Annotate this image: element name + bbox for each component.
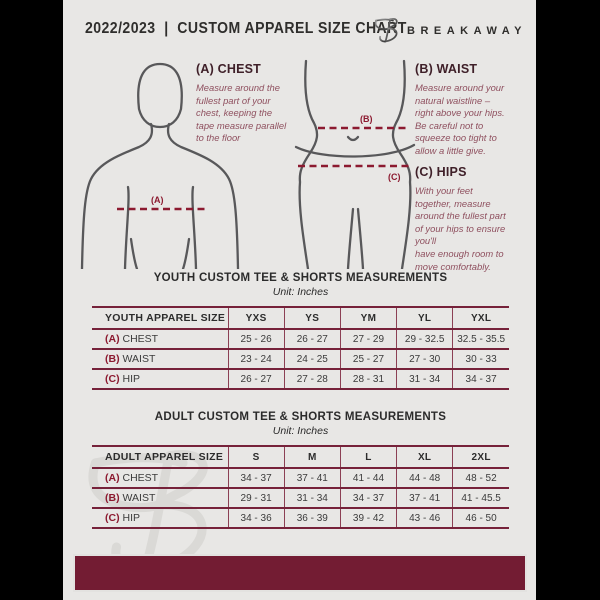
- adult-header-row: ADULT APPAREL SIZE S M L XL 2XL: [92, 445, 509, 468]
- row-label: CHEST: [122, 333, 159, 345]
- cell: 46 - 50: [452, 507, 509, 529]
- row-key: (A): [105, 333, 120, 345]
- cell: 36 - 39: [283, 507, 341, 529]
- cell: 23 - 24: [227, 348, 285, 369]
- cell: 27 - 28: [283, 368, 341, 390]
- adult-col-xl: XL: [396, 445, 453, 468]
- cell: 48 - 52: [452, 467, 509, 488]
- adult-table-unit: Unit: Inches: [272, 425, 329, 437]
- youth-col-yxl: YXL: [452, 306, 509, 329]
- table-row: (B) WAIST 29 - 31 31 - 34 34 - 37 37 - 4…: [92, 487, 509, 508]
- cell: 34 - 36: [227, 507, 285, 529]
- hips-figure-illustration: (B) (C): [294, 59, 416, 269]
- table-row: (A) CHEST 34 - 37 37 - 41 41 - 44 44 - 4…: [92, 467, 509, 488]
- hips-marker-label: (C): [388, 172, 401, 182]
- row-key: (C): [105, 512, 120, 524]
- cell: 32.5 - 35.5: [452, 328, 509, 349]
- youth-table-unit: Unit: Inches: [272, 286, 329, 298]
- chest-guide-text: Measure around the fullest part of your …: [196, 82, 287, 144]
- cell: 30 - 33: [452, 348, 509, 369]
- cell: 34 - 37: [227, 467, 285, 488]
- adult-col-2xl: 2XL: [452, 445, 509, 468]
- adult-table-title: ADULT CUSTOM TEE & SHORTS MEASUREMENTS: [154, 411, 447, 423]
- youth-col-yxs: YXS: [227, 306, 285, 329]
- table-row: (C) HIP 26 - 27 27 - 28 28 - 31 31 - 34 …: [92, 368, 509, 390]
- hips-guide-heading: (C) HIPS: [415, 165, 467, 179]
- youth-table-title: YOUTH CUSTOM TEE & SHORTS MEASUREMENTS: [153, 272, 448, 284]
- row-key: (C): [105, 373, 120, 385]
- torso-figure-illustration: (A): [80, 62, 240, 269]
- table-row: (B) WAIST 23 - 24 24 - 25 25 - 27 27 - 3…: [92, 348, 509, 369]
- cell: 37 - 41: [283, 467, 341, 488]
- size-chart-page: 2022/2023 | CUSTOM APPAREL SIZE CHART BR…: [63, 0, 536, 600]
- hips-guide-text: With your feet together, measure around …: [415, 185, 506, 272]
- youth-col-ym: YM: [339, 306, 397, 329]
- adult-size-column-header: ADULT APPAREL SIZE: [92, 445, 228, 468]
- youth-size-column-header: YOUTH APPAREL SIZE: [92, 306, 228, 329]
- row-label: CHEST: [122, 472, 159, 484]
- cell: 25 - 27: [339, 348, 397, 369]
- adult-col-m: M: [283, 445, 341, 468]
- cell: 27 - 30: [396, 348, 453, 369]
- waist-guide: (B) WAIST Measure around your natural wa…: [415, 62, 535, 158]
- youth-col-yl: YL: [396, 306, 453, 329]
- waist-guide-heading: (B) WAIST: [415, 62, 478, 76]
- cell: 24 - 25: [283, 348, 341, 369]
- cell: 27 - 29: [339, 328, 397, 349]
- cell: 41 - 45.5: [452, 487, 509, 508]
- table-row: (C) HIP 34 - 36 36 - 39 39 - 42 43 - 46 …: [92, 507, 509, 529]
- youth-section: YOUTH CUSTOM TEE & SHORTS MEASUREMENTS U…: [92, 272, 509, 390]
- cell: 29 - 31: [227, 487, 285, 508]
- adult-col-s: S: [227, 445, 285, 468]
- cell: 26 - 27: [283, 328, 341, 349]
- waist-marker-label: (B): [360, 114, 373, 124]
- cell: 34 - 37: [339, 487, 397, 508]
- cell: 37 - 41: [396, 487, 453, 508]
- row-label: HIP: [122, 512, 141, 524]
- cell: 31 - 34: [396, 368, 453, 390]
- youth-header-row: YOUTH APPAREL SIZE YXS YS YM YL YXL: [92, 306, 509, 329]
- brand-name: BREAKAWAY: [407, 25, 527, 37]
- hips-guide: (C) HIPS With your feet together, measur…: [415, 165, 535, 273]
- cell: 31 - 34: [283, 487, 341, 508]
- cell: 44 - 48: [396, 467, 453, 488]
- row-label: WAIST: [122, 492, 156, 504]
- row-label: HIP: [122, 373, 141, 385]
- cell: 26 - 27: [227, 368, 285, 390]
- cell: 41 - 44: [339, 467, 397, 488]
- breakaway-b-logo-icon: [374, 18, 398, 43]
- adult-size-table: ADULT APPAREL SIZE S M L XL 2XL (A) CHES…: [92, 445, 509, 529]
- row-key: (B): [105, 492, 120, 504]
- adult-col-l: L: [339, 445, 397, 468]
- cell: 43 - 46: [396, 507, 453, 529]
- row-key: (A): [105, 472, 120, 484]
- table-row: (A) CHEST 25 - 26 26 - 27 27 - 29 29 - 3…: [92, 328, 509, 349]
- cell: 34 - 37: [452, 368, 509, 390]
- chest-marker-label: (A): [151, 195, 164, 205]
- chest-guide-heading: (A) CHEST: [196, 62, 261, 76]
- page-title: 2022/2023 | CUSTOM APPAREL SIZE CHART: [85, 20, 407, 37]
- cell: 25 - 26: [227, 328, 285, 349]
- cell: 29 - 32.5: [396, 328, 453, 349]
- cell: 28 - 31: [339, 368, 397, 390]
- youth-size-table: YOUTH APPAREL SIZE YXS YS YM YL YXL (A) …: [92, 306, 509, 390]
- footer-accent-bar: [73, 554, 527, 592]
- waist-guide-text: Measure around your natural waistline – …: [415, 82, 505, 156]
- chest-guide: (A) CHEST Measure around the fullest par…: [196, 62, 308, 145]
- cell: 39 - 42: [339, 507, 397, 529]
- row-key: (B): [105, 353, 120, 365]
- adult-section: ADULT CUSTOM TEE & SHORTS MEASUREMENTS U…: [92, 411, 509, 529]
- row-label: WAIST: [122, 353, 156, 365]
- youth-col-ys: YS: [283, 306, 341, 329]
